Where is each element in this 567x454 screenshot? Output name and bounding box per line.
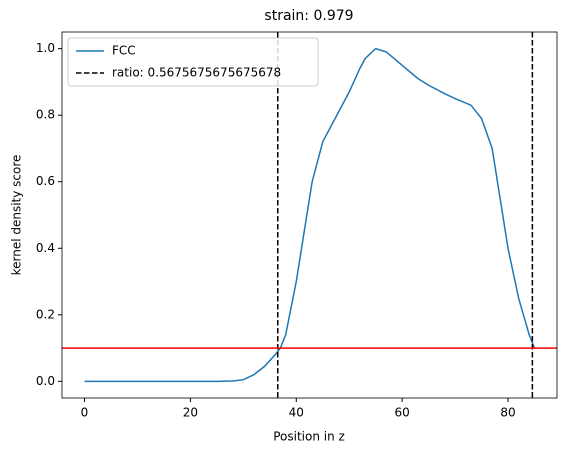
legend-label: FCC — [112, 44, 136, 58]
y-tick-label: 0.0 — [36, 374, 55, 388]
legend-label: ratio: 0.5675675675675678 — [112, 66, 281, 80]
x-tick-label: 80 — [500, 406, 515, 420]
y-tick-label: 0.6 — [36, 174, 55, 188]
x-axis-label: Position in z — [273, 430, 345, 444]
x-tick-label: 20 — [183, 406, 198, 420]
x-tick-label: 40 — [289, 406, 304, 420]
chart-title: strain: 0.979 — [264, 8, 353, 24]
line-series — [84, 47, 536, 383]
plot-frame — [61, 31, 558, 399]
y-axis-label: kernel density score — [10, 155, 24, 276]
y-tick-label: 0.4 — [36, 241, 55, 255]
x-tick-label: 0 — [81, 406, 89, 420]
x-tick-label: 60 — [395, 406, 410, 420]
y-tick-label: 0.2 — [36, 307, 55, 321]
y-tick-label: 0.8 — [36, 108, 55, 122]
y-tick-label: 1.0 — [36, 41, 55, 55]
legend-box — [67, 37, 319, 87]
